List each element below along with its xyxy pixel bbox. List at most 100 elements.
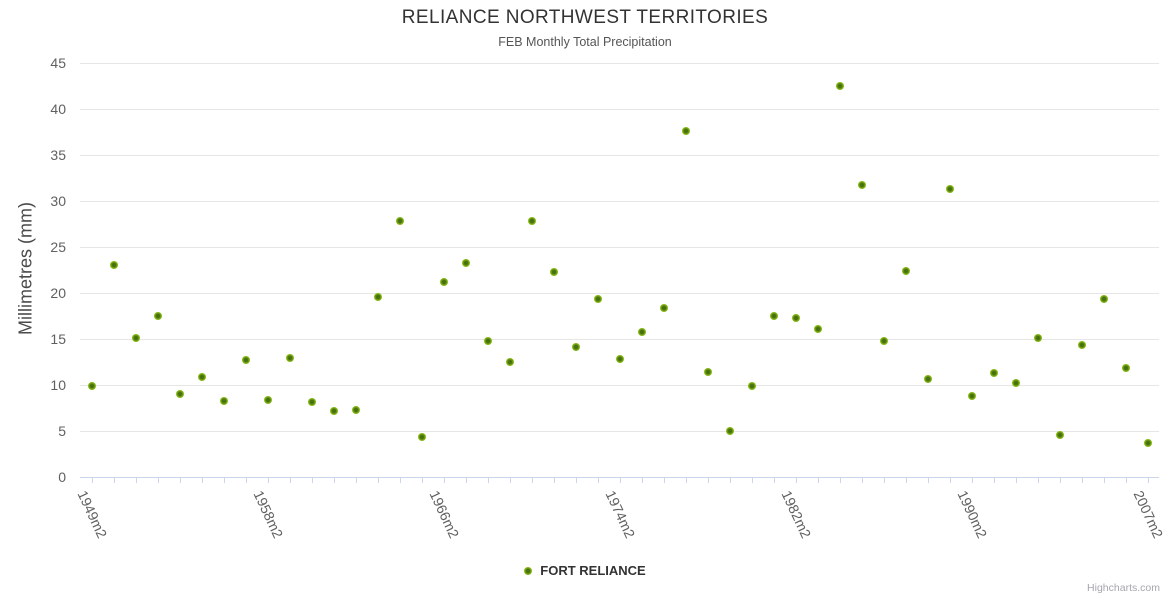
x-axis-tick [598,477,599,483]
x-axis-tick [796,477,797,483]
data-point[interactable] [440,277,448,286]
x-axis-tick [1082,477,1083,483]
x-axis-tick [422,477,423,483]
data-point[interactable] [660,303,668,312]
x-axis-tick [378,477,379,483]
x-axis-tick [1126,477,1127,483]
x-axis-tick [202,477,203,483]
x-axis-tick [840,477,841,483]
y-axis-tick-label: 30 [50,193,66,209]
data-point[interactable] [352,405,360,414]
data-point[interactable] [132,334,140,343]
data-point[interactable] [418,432,426,441]
data-point[interactable] [792,313,800,322]
x-axis-tick [686,477,687,483]
x-axis-line [80,476,1159,478]
gridline [80,246,1159,248]
data-point[interactable] [748,381,756,390]
x-axis-label: 1982m2 [778,488,815,541]
y-axis-tick-label: 0 [58,469,66,485]
data-point[interactable] [88,381,96,390]
legend-item-fort-reliance[interactable]: FORT RELIANCE [0,563,1170,578]
data-point[interactable] [682,127,690,136]
y-axis-tick-label: 5 [58,423,66,439]
x-axis-tick [246,477,247,483]
x-axis-label: 2007m2 [1130,488,1167,541]
data-point[interactable] [308,398,316,407]
x-axis-label: 1958m2 [250,488,287,541]
data-point[interactable] [528,217,536,226]
gridline [80,292,1159,294]
data-point[interactable] [396,217,404,226]
x-axis-tick [268,477,269,483]
data-point[interactable] [242,356,250,365]
gridline [80,108,1159,110]
data-point[interactable] [1122,363,1130,372]
data-point[interactable] [154,312,162,320]
x-axis-tick [1016,477,1017,483]
x-axis-tick [92,477,93,483]
data-point[interactable] [198,372,206,381]
gridline [80,200,1159,202]
data-point[interactable] [858,181,866,190]
data-point[interactable] [968,392,976,401]
x-axis-label: 1990m2 [954,488,991,541]
data-point[interactable] [814,324,822,333]
legend-marker-icon [524,566,533,575]
data-point[interactable] [572,343,580,352]
y-axis-tick-label: 10 [50,377,66,393]
x-axis-label: 1974m2 [602,488,639,541]
gridline [80,62,1159,64]
y-axis-tick-label: 25 [50,239,66,255]
data-point[interactable] [506,358,514,366]
data-point[interactable] [1034,334,1042,343]
data-point[interactable] [704,368,712,377]
data-point[interactable] [880,336,888,345]
data-point[interactable] [484,336,492,345]
x-axis-tick [158,477,159,483]
data-point[interactable] [264,395,272,404]
data-point[interactable] [726,427,734,435]
data-point[interactable] [1078,341,1086,350]
y-axis-tick-label: 15 [50,331,66,347]
data-point[interactable] [616,355,624,364]
data-point[interactable] [990,369,998,378]
data-point[interactable] [1012,379,1020,388]
data-point[interactable] [1144,438,1152,447]
data-point[interactable] [330,406,338,415]
x-axis-tick [290,477,291,483]
data-point[interactable] [286,354,294,363]
data-point[interactable] [770,312,778,320]
highcharts-credits-link[interactable]: Highcharts.com [1087,582,1160,594]
x-axis-tick [180,477,181,483]
data-point[interactable] [836,82,844,90]
x-axis-tick [576,477,577,483]
data-point[interactable] [902,266,910,275]
x-axis-tick [950,477,951,483]
data-point[interactable] [550,267,558,276]
x-axis-tick [1148,477,1149,483]
x-axis-tick [136,477,137,483]
data-point[interactable] [594,294,602,303]
x-axis-tick [444,477,445,483]
data-point[interactable] [924,375,932,384]
data-point[interactable] [176,390,184,399]
x-axis-tick [774,477,775,483]
gridline [80,338,1159,340]
data-point[interactable] [638,327,646,336]
data-point[interactable] [462,258,470,267]
x-axis-tick [532,477,533,483]
data-point[interactable] [374,292,382,301]
x-axis-tick [554,477,555,483]
x-axis-tick [884,477,885,483]
y-axis-tick-label: 40 [50,101,66,117]
x-axis-tick [224,477,225,483]
y-axis-tick-label: 35 [50,147,66,163]
x-axis-tick [994,477,995,483]
data-point[interactable] [220,396,228,405]
data-point[interactable] [1056,430,1064,439]
data-point[interactable] [1100,294,1108,303]
data-point[interactable] [110,261,118,270]
data-point[interactable] [946,185,954,194]
